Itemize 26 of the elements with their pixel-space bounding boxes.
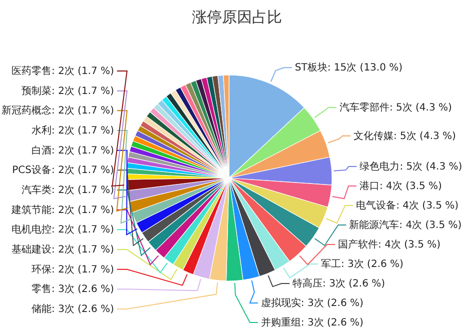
slice-label: PCS设备: 2次 (1.7 %) — [12, 164, 114, 176]
slice-label: 电气设备: 4次 (3.5 %) — [356, 200, 459, 212]
slice-label: 港口: 4次 (3.5 %) — [360, 180, 442, 192]
slice-label: 水利: 2次 (1.7 %) — [32, 124, 114, 136]
slice-label: 建筑节能: 2次 (1.7 %) — [10, 204, 114, 216]
slice-label: 预制菜: 2次 (1.7 %) — [22, 84, 114, 97]
chart-title: 涨停原因占比 — [192, 8, 282, 26]
slice-label: 文化传媒: 5次 (4.3 %) — [353, 130, 456, 142]
slice-label: 汽车零部件: 5次 (4.3 %) — [339, 102, 452, 114]
slice-label: 储能: 3次 (2.6 %) — [32, 303, 114, 315]
slice-label: 白酒: 2次 (1.7 %) — [32, 144, 114, 156]
slice-label: 特高压: 3次 (2.6 %) — [292, 278, 386, 290]
slice-label: 军工: 3次 (2.6 %) — [320, 259, 404, 270]
slice-label: 医药零售: 2次 (1.7 %) — [12, 65, 114, 77]
slice-label: 虚拟现实: 3次 (2.6 %) — [260, 297, 364, 309]
slice-label: 电机电控: 2次 (1.7 %) — [12, 224, 114, 236]
slice-label: ST板块: 15次 (13.0 %) — [294, 62, 403, 74]
slice-label: 绿色电力: 5次 (4.3 %) — [360, 160, 462, 172]
slice-label: 零售: 3次 (2.6 %) — [32, 283, 114, 296]
slice-label: 基础建设: 2次 (1.7 %) — [12, 244, 114, 256]
slice-label: 汽车类: 2次 (1.7 %) — [22, 184, 114, 196]
slice-label: 并购重组: 3次 (2.6 %) — [260, 316, 364, 328]
slice-label: 新冠药概念: 2次 (1.7 %) — [2, 104, 114, 117]
slice-label: 国产软件: 4次 (3.5 %) — [338, 238, 441, 250]
slice-label: 环保: 2次 (1.7 %) — [32, 264, 114, 276]
slice-label: 新能源汽车: 4次 (3.5 %) — [349, 219, 462, 231]
